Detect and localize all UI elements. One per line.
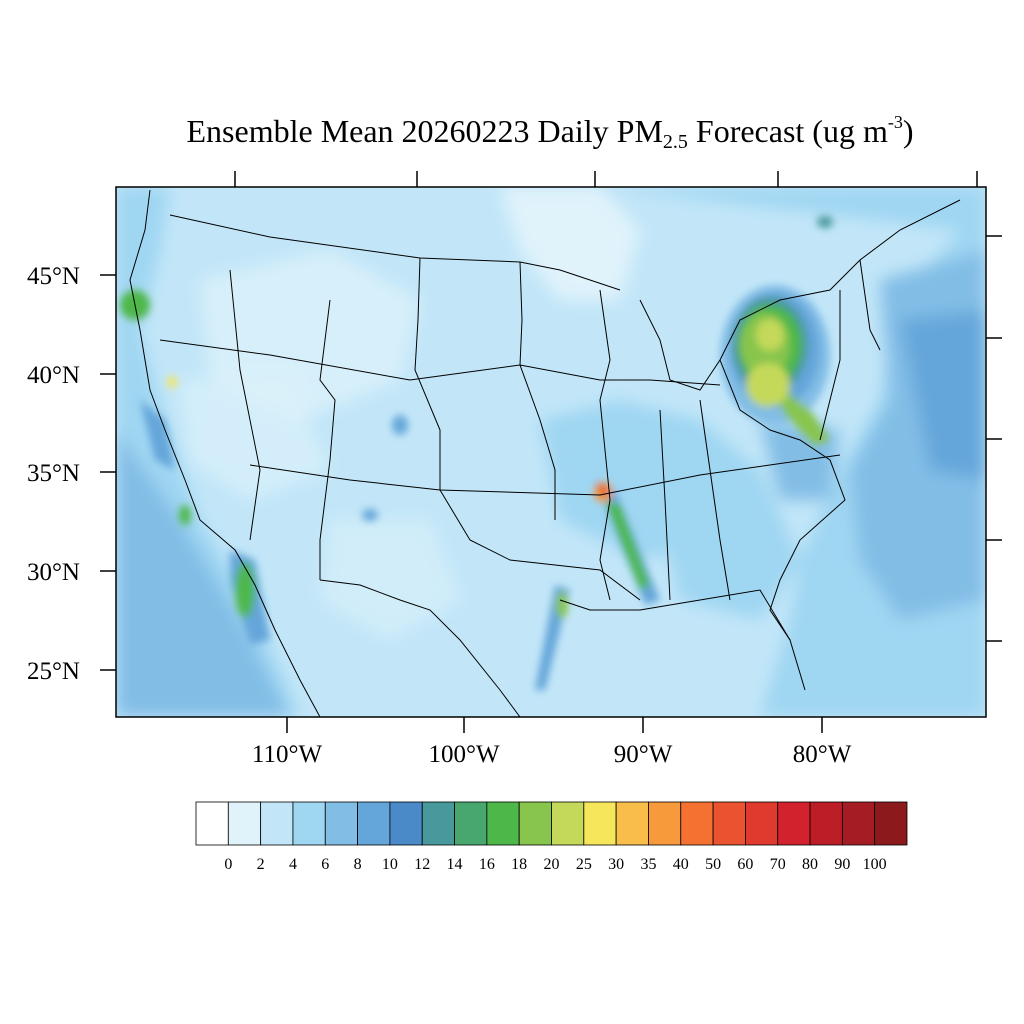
colorbar-level-label: 70 — [770, 856, 786, 873]
colorbar-level-label: 90 — [834, 856, 850, 873]
map-frame — [115, 186, 987, 718]
map-field — [116, 187, 986, 717]
colorbar-swatch — [841, 801, 876, 846]
colorbar-swatch — [583, 801, 617, 846]
lon-label-100w: 100°W — [428, 741, 499, 768]
colorbar-swatch — [389, 801, 423, 846]
lat-label-30: 30°N — [27, 559, 80, 586]
colorbar-level-label: 30 — [608, 856, 624, 873]
left-ticks — [100, 274, 116, 671]
colorbar-level-label: 14 — [447, 856, 463, 873]
colorbar-swatch — [292, 801, 326, 846]
colorbar-swatch — [680, 801, 714, 846]
lon-label-80w: 80°W — [793, 741, 852, 768]
concentration-field — [116, 187, 986, 717]
colorbar-swatch — [486, 801, 520, 846]
colorbar-level-label: 20 — [544, 856, 560, 873]
colorbar-swatch — [745, 801, 779, 846]
colorbar-swatch — [874, 801, 908, 846]
colorbar-level-label: 18 — [511, 856, 527, 873]
colorbar-level-label: 2 — [257, 856, 265, 873]
colorbar-swatch — [260, 801, 294, 846]
pollution-streak-south — [535, 480, 660, 690]
colorbar-swatch — [195, 801, 229, 846]
coastline-and-borders — [129, 189, 961, 717]
colorbar-swatch — [648, 801, 682, 846]
bottom-ticks — [286, 717, 823, 733]
colorbar-level-label: 25 — [576, 856, 592, 873]
colorbar-level-label: 12 — [414, 856, 430, 873]
colorbar-level-label: 10 — [382, 856, 398, 873]
lat-label-35: 35°N — [27, 460, 80, 487]
colorbar: 0 2 4 6 8 10 12 14 16 18 20 25 30 35 40 50 60 70 80 90 100 — [195, 801, 908, 873]
lat-label-25: 25°N — [27, 658, 80, 685]
right-ticks — [986, 235, 1002, 642]
colorbar-level-label: 50 — [705, 856, 721, 873]
colorbar-swatch — [712, 801, 746, 846]
chart-title: Ensemble Mean 20260223 Daily PM2.5 Forec… — [186, 112, 914, 153]
colorbar-swatch — [615, 801, 649, 846]
colorbar-swatch — [777, 801, 811, 846]
colorbar-level-label: 0 — [224, 856, 232, 873]
colorbar-level-label: 100 — [863, 856, 887, 873]
colorbar-level-label: 6 — [321, 856, 329, 873]
colorbar-level-label: 8 — [354, 856, 362, 873]
colorbar-level-label: 35 — [640, 856, 656, 873]
top-ticks — [234, 171, 978, 187]
colorbar-swatch — [809, 801, 843, 846]
colorbar-swatch — [551, 801, 585, 846]
colorbar-level-label: 60 — [737, 856, 753, 873]
lat-label-45: 45°N — [27, 263, 80, 290]
colorbar-swatch — [227, 801, 262, 846]
colorbar-swatch — [421, 801, 455, 846]
colorbar-level-label: 80 — [802, 856, 818, 873]
colorbar-level-label: 16 — [479, 856, 495, 873]
colorbar-swatch — [454, 801, 488, 846]
colorbar-swatch — [357, 801, 391, 846]
colorbar-swatch — [324, 801, 358, 846]
lat-label-40: 40°N — [27, 362, 80, 389]
colorbar-level-label: 40 — [673, 856, 689, 873]
lon-label-90w: 90°W — [614, 741, 673, 768]
lon-label-110w: 110°W — [252, 741, 323, 768]
pollution-plume-northeast — [720, 285, 830, 445]
colorbar-level-label: 4 — [289, 856, 297, 873]
colorbar-swatch — [518, 801, 552, 846]
